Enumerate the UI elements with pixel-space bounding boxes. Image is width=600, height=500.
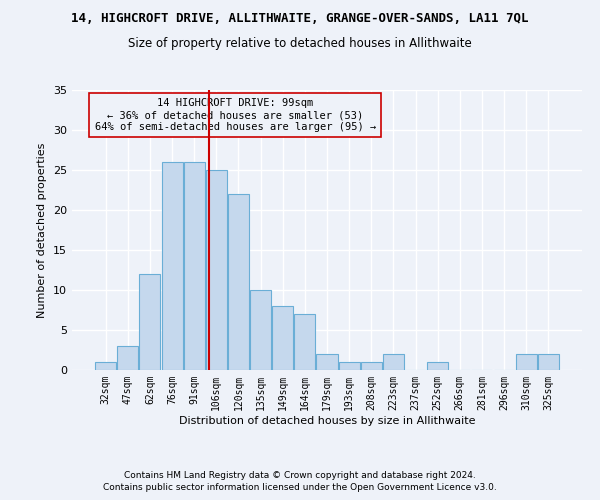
Text: Contains HM Land Registry data © Crown copyright and database right 2024.: Contains HM Land Registry data © Crown c… (124, 471, 476, 480)
Bar (206, 170, 227, 370)
Text: Contains public sector information licensed under the Open Government Licence v3: Contains public sector information licen… (103, 484, 497, 492)
Bar (338, 362, 359, 370)
Bar (515, 354, 536, 370)
Bar (161, 162, 182, 370)
Bar (361, 362, 382, 370)
Bar (316, 354, 338, 370)
Bar (95, 362, 116, 370)
Bar (184, 162, 205, 370)
Bar (538, 354, 559, 370)
Bar (295, 314, 316, 370)
Y-axis label: Number of detached properties: Number of detached properties (37, 142, 47, 318)
Text: Size of property relative to detached houses in Allithwaite: Size of property relative to detached ho… (128, 38, 472, 51)
Bar (427, 362, 448, 370)
Bar (139, 274, 160, 370)
Bar (383, 354, 404, 370)
Bar (250, 290, 271, 370)
Bar (228, 194, 249, 370)
Text: 14 HIGHCROFT DRIVE: 99sqm
← 36% of detached houses are smaller (53)
64% of semi-: 14 HIGHCROFT DRIVE: 99sqm ← 36% of detac… (95, 98, 376, 132)
Bar (272, 306, 293, 370)
Bar (118, 346, 139, 370)
Text: 14, HIGHCROFT DRIVE, ALLITHWAITE, GRANGE-OVER-SANDS, LA11 7QL: 14, HIGHCROFT DRIVE, ALLITHWAITE, GRANGE… (71, 12, 529, 26)
X-axis label: Distribution of detached houses by size in Allithwaite: Distribution of detached houses by size … (179, 416, 475, 426)
